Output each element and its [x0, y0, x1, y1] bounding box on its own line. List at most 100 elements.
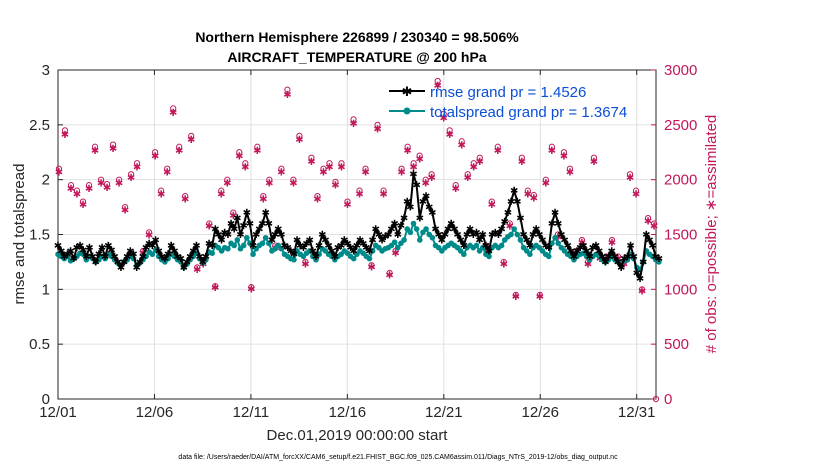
x-tick-label: 12/11	[233, 404, 269, 421]
rmse-point: ✱	[400, 214, 408, 225]
rmse-point: ✱	[208, 241, 216, 252]
obs-possible-point	[536, 291, 543, 298]
rmse-point: ✱	[368, 235, 376, 246]
obs-possible-point	[146, 229, 153, 236]
rmse-point: ✱	[164, 250, 172, 261]
obs-assimilated-point: ✱	[542, 178, 550, 189]
obs-possible-point	[127, 171, 135, 178]
rmse-point: ✱	[114, 257, 122, 268]
totalspread-point	[259, 240, 266, 247]
obs-assimilated-point: ✱	[590, 157, 598, 168]
obs-assimilated-point: ✱	[433, 81, 441, 92]
obs-possible-point	[254, 143, 261, 150]
rmse-point: ✱	[224, 230, 232, 241]
rmse-point: ✱	[192, 241, 200, 252]
rmse-point: ✱	[633, 268, 641, 279]
rmse-point: ✱	[296, 241, 304, 252]
obs-possible-point	[326, 160, 333, 167]
rmse-point: ✱	[636, 274, 644, 285]
totalspread-point	[240, 242, 247, 249]
rmse-point: ✱	[305, 235, 313, 246]
obs-assimilated-point: ✱	[223, 178, 231, 189]
obs-possible-point	[236, 149, 243, 156]
rmse-point: ✱	[390, 219, 398, 230]
obs-possible-point	[302, 258, 309, 266]
rmse-point: ✱	[557, 230, 565, 241]
obs-assimilated-point: ✱	[295, 135, 303, 146]
rmse-point: ✱	[412, 181, 420, 192]
rmse-point: ✱	[548, 219, 556, 230]
obs-assimilated-point: ✱	[518, 157, 526, 168]
obs-assimilated-point: ✱	[163, 168, 171, 179]
rmse-point: ✱	[406, 203, 414, 214]
y-axis-right-ticks: 0 500 1000 1500 2000 2500 3000	[651, 62, 697, 408]
rmse-point: ✱	[626, 241, 634, 252]
rmse-point: ✱	[195, 252, 203, 263]
rmse-point: ✱	[202, 252, 210, 263]
rmse-point: ✱	[287, 246, 295, 257]
rmse-point: ✱	[611, 252, 619, 263]
rmse-point: ✱	[265, 219, 273, 230]
rmse-point: ✱	[592, 241, 600, 252]
obs-assimilated-point: ✱	[361, 168, 369, 179]
obs-assimilated-point: ✱	[73, 189, 81, 200]
rmse-point: ✱	[132, 263, 140, 274]
rmse-point: ✱	[582, 246, 590, 257]
rmse-point: ✱	[268, 235, 276, 246]
rmse-point: ✱	[416, 214, 424, 225]
rmse-point: ✱	[227, 219, 235, 230]
obs-assimilated-point: ✱	[289, 178, 297, 189]
obs-assimilated-point: ✱	[482, 243, 490, 254]
obs-possible-point	[164, 165, 171, 172]
rmse-point: ✱	[475, 235, 483, 246]
rmse-point: ✱	[538, 235, 546, 246]
y-tick-label-right: 1500	[664, 227, 697, 244]
rmse-point: ✱	[419, 197, 427, 208]
obs-possible-point	[97, 176, 105, 183]
rmse-point: ✱	[104, 241, 112, 252]
obs-assimilated-point: ✱	[277, 168, 285, 179]
obs-possible-point	[374, 121, 381, 128]
obs-possible-point	[434, 77, 441, 85]
obs-possible-point	[638, 286, 646, 293]
rmse-point: ✱	[318, 230, 326, 241]
obs-possible-point	[650, 220, 658, 227]
totalspread-point	[508, 231, 514, 238]
rmse-point: ✱	[214, 230, 222, 241]
rmse-point: ✱	[488, 230, 496, 241]
obs-assimilated-point: ✱	[205, 222, 213, 233]
obs-assimilated-point: ✱	[67, 184, 75, 195]
obs-possible-point	[170, 105, 177, 112]
y-tick-label-left: 2	[42, 172, 50, 189]
obs-assimilated-point: ✱	[55, 168, 63, 179]
obs-assimilated-point: ✱	[632, 189, 640, 200]
rmse-point: ✱	[283, 243, 291, 254]
obs-assimilated-point: ✱	[127, 173, 135, 184]
totalspread-point	[209, 250, 215, 256]
obs-assimilated-point: ✱	[421, 178, 429, 189]
obs-assimilated-point: ✱	[313, 195, 321, 206]
rmse-point: ✱	[236, 230, 244, 241]
obs-assimilated-point: ✱	[301, 259, 309, 270]
obs-assimilated-point: ✱	[133, 162, 141, 173]
obs-possible-point	[248, 284, 255, 291]
obs-assimilated-point: ✱	[325, 162, 333, 173]
totalspread-point	[410, 220, 417, 227]
obs-assimilated-point: ✱	[506, 222, 514, 233]
obs-possible-point	[380, 187, 387, 194]
rmse-point: ✱	[343, 239, 351, 250]
rmse-point: ✱	[321, 235, 329, 246]
obs-possible-point	[566, 165, 574, 172]
rmse-point: ✱	[337, 241, 345, 252]
obs-assimilated-point: ✱	[349, 119, 357, 130]
rmse-point: ✱	[469, 230, 477, 241]
rmse-point: ✱	[648, 241, 656, 252]
obs-possible-point	[266, 176, 273, 183]
x-axis-ticks: 12/01 12/06 12/11 12/16 12/21 12/26 12/31	[39, 70, 655, 421]
totalspread-point	[527, 251, 533, 258]
obs-possible-point	[356, 187, 363, 194]
obs-assimilated-point: ✱	[476, 157, 484, 168]
totalspread-point	[656, 259, 662, 265]
rmse-point: ✱	[211, 225, 219, 236]
